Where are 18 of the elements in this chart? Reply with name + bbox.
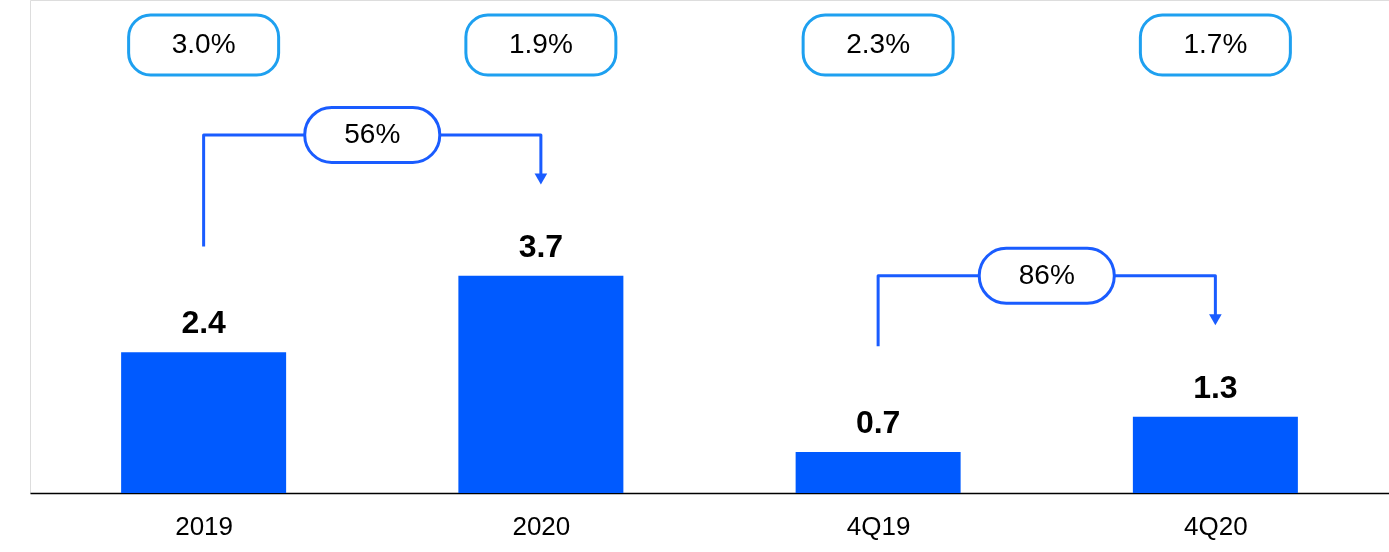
text: 56%: [344, 117, 401, 149]
x-tick-label: 2019: [175, 510, 234, 541]
annotation: 86%: [1018, 258, 1075, 290]
text: 1.7%: [1183, 28, 1248, 59]
x-tick-label: 4Q20: [1184, 510, 1248, 541]
data-label: 1.3: [1193, 368, 1238, 405]
data-label: 2.4: [181, 304, 227, 341]
bar: [1132, 416, 1298, 493]
data-label: 0.7: [855, 403, 901, 440]
text: 1.9%: [508, 28, 573, 59]
text: 3.0%: [171, 28, 236, 59]
x-tick-label: 4Q19: [846, 510, 911, 541]
bar: [121, 352, 287, 493]
x-tick-label: 2020: [512, 510, 571, 541]
bar: [795, 451, 961, 493]
bar: [458, 275, 624, 493]
data-label: 3.7: [518, 227, 564, 264]
text: 2.3%: [846, 28, 911, 59]
